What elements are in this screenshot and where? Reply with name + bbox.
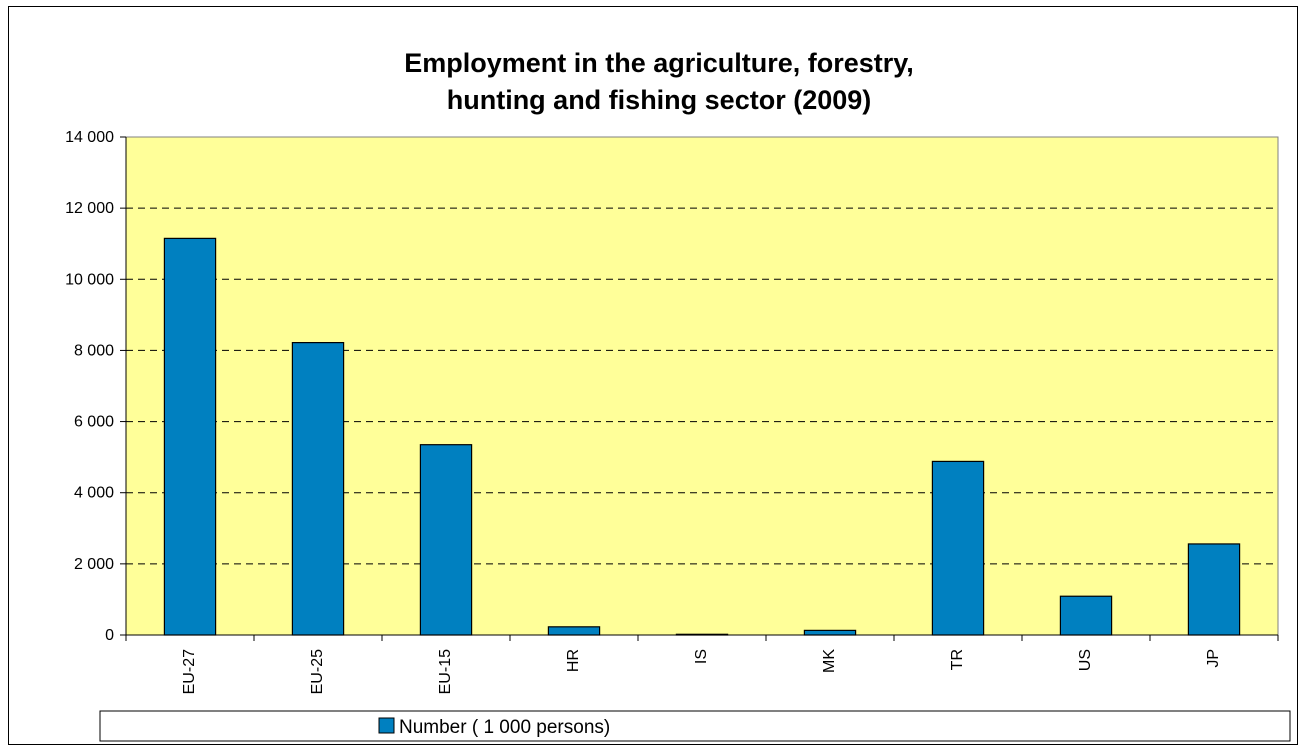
bar-eu-27 [163,237,217,636]
bar-eu-25 [291,342,345,636]
x-category-label: EU-25 [309,649,326,694]
bar-chart: Employment in the agriculture, forestry,… [65,48,1291,742]
chart-title-line: Employment in the agriculture, forestry, [404,48,914,78]
x-category-label: HR [565,649,582,672]
legend-swatch [378,717,395,734]
y-tick-label: 12 000 [65,200,114,217]
x-category-label: MK [821,649,838,673]
x-category-label: US [1077,649,1094,671]
chart-title: Employment in the agriculture, forestry,… [404,48,914,115]
bar-mk [803,629,857,636]
y-tick-label: 2 000 [74,556,114,573]
bars [163,237,1241,636]
bar-jp [1187,543,1241,636]
chart-container: Employment in the agriculture, forestry,… [8,6,1298,745]
legend: Number ( 1 000 persons) [99,710,1291,742]
bar-eu-15 [419,444,473,636]
y-axis: 0 2 000 4 000 6 000 8 000 10 000 12 000 14 000 [65,129,127,644]
x-category-label: EU-15 [437,649,454,694]
x-category-label: TR [949,649,966,670]
y-tick-label: 8 000 [74,342,114,359]
x-category-label: JP [1205,649,1222,668]
legend-box [99,710,1291,742]
legend-label: Number ( 1 000 persons) [399,717,610,738]
x-category-label: EU-27 [181,649,198,694]
y-tick-label: 4 000 [74,485,114,502]
x-category-label: IS [693,649,710,664]
bar-hr [547,626,601,636]
chart-title-line: hunting and fishing sector (2009) [447,85,872,115]
x-axis: EU-27 EU-25 EU-15 HR IS MK TR US JP [125,634,1279,694]
y-tick-label: 0 [105,627,114,644]
y-tick-label: 6 000 [74,414,114,431]
y-tick-label: 10 000 [65,271,114,288]
bar-us [1059,595,1113,636]
y-tick-label: 14 000 [65,129,114,146]
bar-tr [931,460,985,636]
